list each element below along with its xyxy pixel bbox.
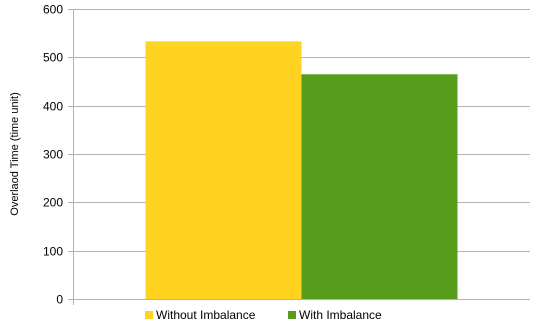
y-axis-title: Overlaod Time (time unit) (9, 92, 21, 215)
bars (145, 41, 458, 300)
y-tick-label-200: 200 (43, 196, 63, 210)
legend-swatch-0 (145, 311, 153, 319)
y-tick-label-100: 100 (43, 245, 63, 259)
bar-without-imbalance (145, 41, 302, 300)
y-tick-label-500: 500 (43, 51, 63, 65)
bar-with-imbalance (301, 74, 458, 299)
y-axis-ticks: 0 100 200 300 400 500 600 (43, 3, 73, 307)
legend-label-0: Without Imbalance (156, 308, 256, 322)
y-tick-label-0: 0 (56, 293, 63, 307)
legend-swatch-1 (288, 311, 296, 319)
y-tick-label-400: 400 (43, 100, 63, 114)
legend-label-1: With Imbalance (299, 308, 382, 322)
legend: Without Imbalance With Imbalance (145, 308, 382, 322)
y-tick-label-300: 300 (43, 148, 63, 162)
y-tick-label-600: 600 (43, 3, 63, 17)
